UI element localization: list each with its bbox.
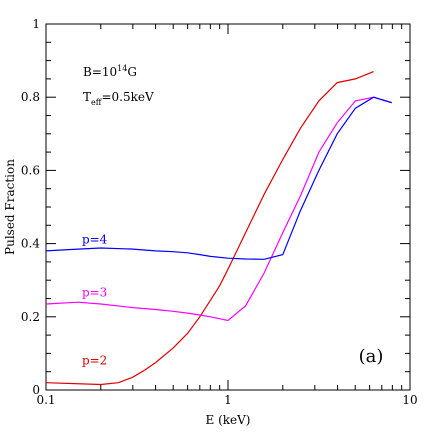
series-label-p=3: p=3 <box>82 286 107 300</box>
series-line-p=4 <box>45 96 392 260</box>
y-tick-label: 0 <box>32 383 40 397</box>
series-lines <box>45 71 392 386</box>
y-tick-label: 0.6 <box>21 163 40 177</box>
series-line-p=2 <box>45 71 374 386</box>
y-tick-label: 1 <box>32 17 40 31</box>
axis-tick-labels: 0.1 1 10 0 0.2 0.4 0.6 0.8 1 <box>21 17 418 407</box>
temperature-annotation: Teff=0.5keV <box>83 90 154 107</box>
x-tick-label: 1 <box>224 393 232 407</box>
y-tick-label: 0.8 <box>21 90 40 104</box>
x-tick-label: 0.1 <box>36 393 55 407</box>
axis-ticks <box>45 23 411 391</box>
y-tick-label: 0.4 <box>21 237 40 251</box>
x-axis-title: E (keV) <box>206 413 251 427</box>
x-tick-label: 10 <box>402 393 417 407</box>
series-line-p=3 <box>45 96 392 322</box>
field-annotation: B=1014G <box>83 64 137 79</box>
series-labels: p=2 p=3 p=4 <box>82 233 108 368</box>
y-tick-label: 0.2 <box>21 310 40 324</box>
y-axis-title: Pulsed Fraction <box>3 159 17 255</box>
panel-label: (a) <box>359 346 384 367</box>
series-label-p=4: p=4 <box>82 233 108 247</box>
series-label-p=2: p=2 <box>82 353 107 367</box>
